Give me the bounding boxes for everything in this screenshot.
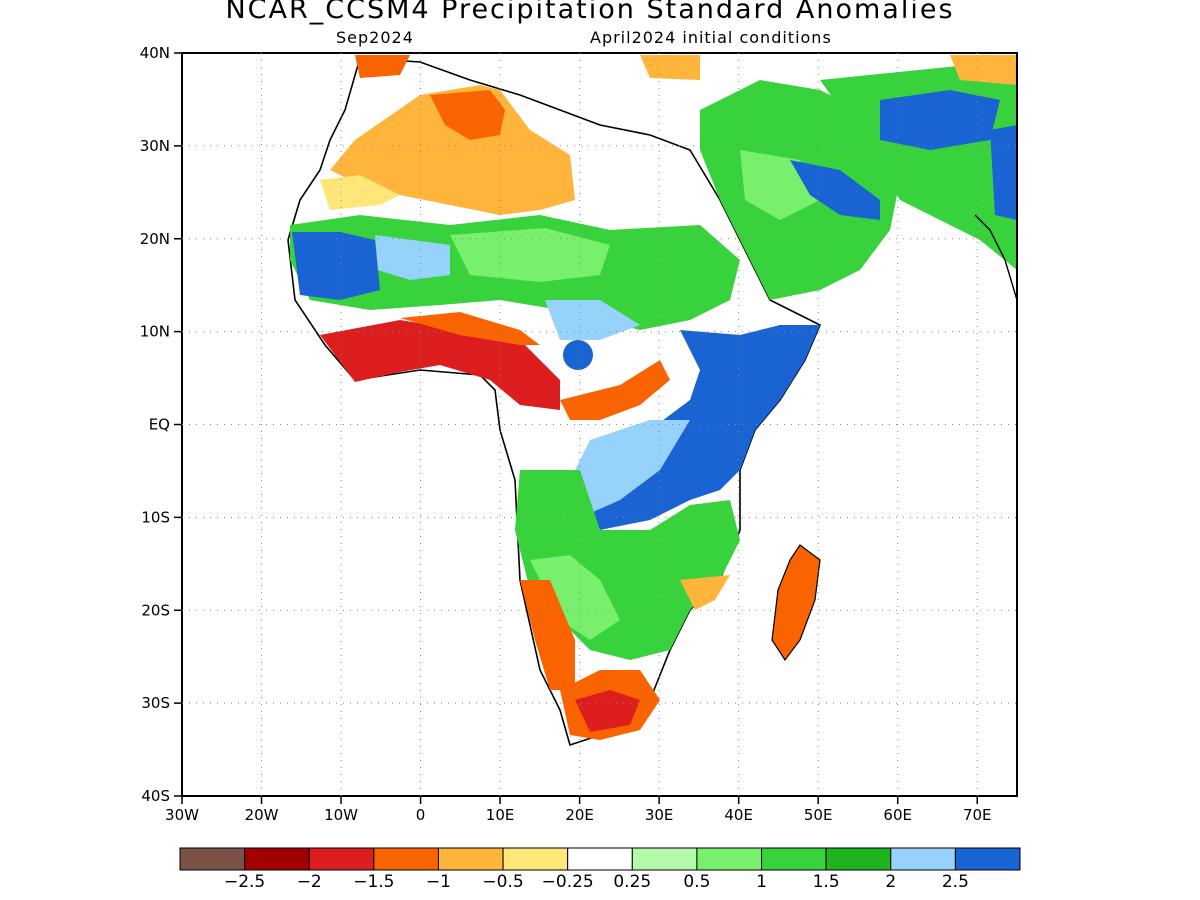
central-blue-patch xyxy=(545,300,640,340)
lon-tick-label: 0 xyxy=(416,806,426,824)
target-month-label: Sep2024 xyxy=(336,28,414,47)
lon-tick-label: 10E xyxy=(486,806,515,824)
colorbar-label: 2 xyxy=(885,872,897,892)
colorbar-swatch xyxy=(631,847,698,871)
lat-tick-label: 20N xyxy=(140,230,170,248)
west-sahel-blue xyxy=(292,232,380,300)
caucasus-orange xyxy=(950,55,1017,85)
colorbar-swatch xyxy=(825,847,892,871)
mediterranean-orange xyxy=(640,55,700,80)
angola-coast-orange xyxy=(520,580,575,690)
colorbar-swatch xyxy=(954,847,1021,871)
colorbar-label: 1 xyxy=(756,872,767,892)
lon-tick-label: 20E xyxy=(565,806,594,824)
lon-tick-label: 10W xyxy=(324,806,358,824)
colorbar-swatch xyxy=(373,847,439,871)
lon-tick-label: 50E xyxy=(804,806,833,824)
mozambique-orange xyxy=(680,575,730,610)
lon-tick-label: 70E xyxy=(963,806,992,824)
persian-gulf-blue xyxy=(790,160,880,220)
central-blue-cell xyxy=(563,340,593,370)
chart-title: NCAR_CCSM4 Precipitation Standard Anomal… xyxy=(225,0,955,25)
lat-tick-label: 40S xyxy=(141,787,170,805)
guinea-coast-orange-fringe xyxy=(400,312,540,345)
lat-tick-label: 40N xyxy=(140,44,170,62)
colorbar-label: −0.5 xyxy=(482,872,524,892)
colorbar-label: 0.5 xyxy=(683,872,711,892)
central-sahel-lightgreen xyxy=(450,228,610,282)
colorbar-swatch xyxy=(761,847,827,871)
congo-orange-streak xyxy=(560,360,670,420)
colorbar-swatch xyxy=(244,847,310,871)
iran-blue xyxy=(880,90,1000,150)
colorbar-swatch xyxy=(890,847,956,871)
lat-tick-label: EQ xyxy=(149,416,170,434)
lon-tick-label: 60E xyxy=(883,806,912,824)
lon-tick-label: 20W xyxy=(245,806,279,824)
lat-tick-label: 10N xyxy=(140,323,170,341)
colorbar-label: −1 xyxy=(425,872,451,892)
nw-africa-yellow xyxy=(320,175,400,210)
init-conditions-label: April2024 initial conditions xyxy=(590,28,832,47)
colorbar-swatch xyxy=(696,847,763,871)
guinea-coast-red-band xyxy=(320,320,560,410)
colorbar-label: −2 xyxy=(296,872,322,892)
colorbar-swatch xyxy=(502,847,569,871)
lat-tick-label: 20S xyxy=(141,601,170,619)
lat-tick-label: 30N xyxy=(140,137,170,155)
lon-tick-label: 40E xyxy=(724,806,753,824)
madagascar xyxy=(771,544,821,662)
southern-africa-lightgreen xyxy=(530,555,620,640)
lon-tick-label: 30E xyxy=(645,806,674,824)
colorbar-swatch xyxy=(437,847,504,871)
colorbar-label: 2.5 xyxy=(941,872,969,892)
map-field xyxy=(287,55,1017,747)
lat-tick-label: 10S xyxy=(141,508,170,526)
west-sahel-lightblue xyxy=(375,235,450,280)
india-coast xyxy=(974,214,1017,301)
colorbar-swatch xyxy=(567,847,633,871)
colorbar-label: −2.5 xyxy=(223,872,266,892)
colorbar-label: −1.5 xyxy=(353,872,395,892)
sahara-orange-zone xyxy=(330,85,575,215)
colorbar xyxy=(179,847,1021,871)
iberia-orange xyxy=(355,55,410,78)
east-africa-lightblue xyxy=(560,420,690,520)
colorbar-swatch xyxy=(308,847,375,871)
graticule xyxy=(182,53,1017,796)
south-africa-darkred-core xyxy=(575,690,640,732)
lon-tick-label: 30W xyxy=(165,806,199,824)
lat-tick-label: 30S xyxy=(141,694,170,712)
colorbar-label: 1.5 xyxy=(812,872,840,892)
pakistan-blue xyxy=(990,125,1017,220)
colorbar-label: 0.25 xyxy=(613,872,652,892)
sahara-red-core xyxy=(430,90,505,140)
colorbar-swatch xyxy=(179,847,246,871)
colorbar-label: −0.25 xyxy=(541,872,594,892)
